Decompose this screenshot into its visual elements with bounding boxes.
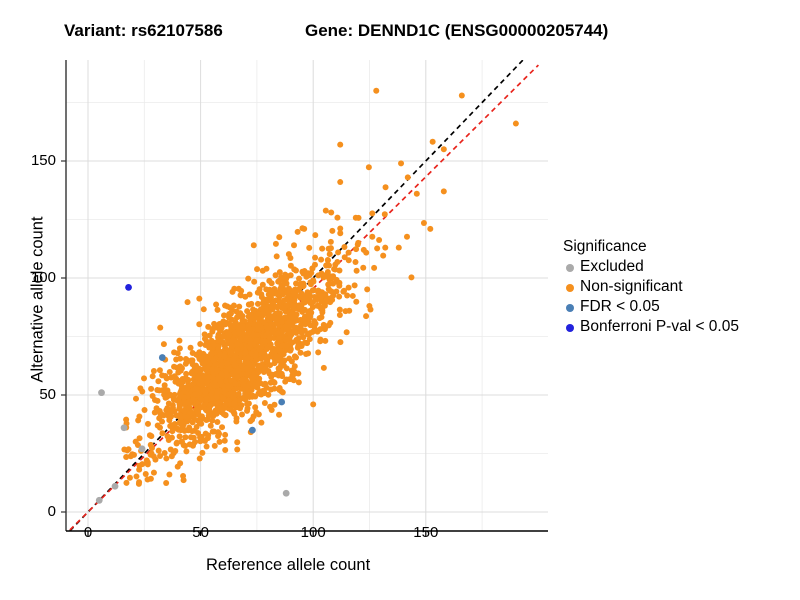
y-tick-label: 0 (47, 503, 56, 520)
axis-ticks (61, 160, 427, 536)
legend-item-excluded[interactable]: Excluded (563, 257, 798, 277)
legend-key-dot-icon (563, 261, 576, 274)
legend-item-label: FDR < 0.05 (580, 298, 660, 315)
legend-item-label: Non-significant (580, 278, 683, 295)
legend-item-fdr-0-05[interactable]: FDR < 0.05 (563, 297, 798, 317)
variant-title: Variant: rs62107586 (64, 21, 223, 40)
legend-key-dot-icon (563, 321, 576, 334)
legend-items: Excluded Non-significant FDR < 0.05 Bonferr… (563, 257, 798, 337)
legend-key-dot-icon (563, 281, 576, 294)
x-tick-label: 100 (300, 524, 326, 541)
y-axis-title: Alternative allele count (28, 216, 47, 383)
legend-item-bonferroni-p-val-0-05[interactable]: Bonferroni P-val < 0.05 (563, 317, 798, 337)
axis-lines (65, 60, 548, 532)
gene-title: Gene: DENND1C (ENSG00000205744) (305, 21, 609, 40)
x-tick-label: 50 (192, 524, 209, 541)
y-tick-label: 50 (39, 386, 56, 403)
y-tick-label: 150 (30, 152, 56, 169)
legend-item-label: Bonferroni P-val < 0.05 (580, 318, 739, 335)
legend-key-dot-icon (563, 301, 576, 314)
y-tick-label: 100 (30, 269, 56, 286)
x-tick-label: 0 (83, 524, 93, 541)
x-axis-title: Reference allele count (206, 556, 371, 574)
legend-item-non-significant[interactable]: Non-significant (563, 277, 798, 297)
legend-title: Significance (563, 238, 647, 255)
legend: Significance Excluded Non-significant FDR … (563, 238, 798, 337)
legend-item-label: Excluded (580, 258, 644, 275)
x-tick-label: 150 (413, 524, 439, 541)
data-points (95, 87, 519, 504)
